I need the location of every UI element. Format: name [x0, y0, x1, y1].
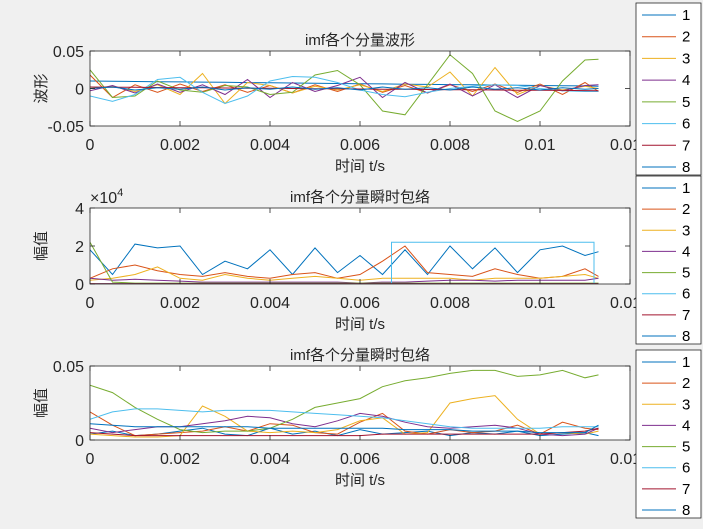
legend-label: 3 [682, 222, 690, 239]
legend-label: 3 [682, 50, 690, 67]
subplot-1: 0 0.002 0.004 0.006 0.008 0.01 0.012-0.0500.05… [33, 2, 702, 176]
series-group [90, 54, 599, 123]
x-tick-label: 0 [86, 451, 95, 468]
x-tick-label: 0.004 [250, 295, 290, 312]
y-tick-label: 0 [75, 433, 84, 450]
legend[interactable]: 1 2 3 4 5 6 7 8 [635, 2, 702, 176]
x-axis-label: 时间 t/s [335, 316, 385, 333]
legend-label: 4 [682, 243, 690, 260]
legend-box [635, 175, 702, 345]
x-tick-label: 0.002 [160, 137, 200, 154]
series-line-5 [90, 54, 599, 123]
x-tick-label: 0.004 [250, 137, 290, 154]
x-tick-label: 0.01 [524, 295, 555, 312]
y-exponent-power: 4 [117, 187, 123, 199]
x-tick-label: 0.008 [430, 451, 470, 468]
chart-title: imf各个分量波形 [305, 32, 415, 49]
y-tick-label: -0.05 [48, 119, 85, 136]
x-tick-label: 0.004 [250, 451, 290, 468]
legend-label: 7 [682, 481, 690, 498]
y-tick-label: 0 [75, 82, 84, 99]
series-line-3 [90, 66, 599, 105]
series-line-2 [90, 245, 599, 279]
legend-label: 8 [682, 159, 690, 176]
x-axis-label: 时间 t/s [335, 472, 385, 489]
x-axis-label: 时间 t/s [335, 158, 385, 175]
x-tick-label: 0.008 [430, 137, 470, 154]
legend-label: 8 [682, 502, 690, 519]
x-tick-label: 0.008 [430, 295, 470, 312]
x-tick-label: 0.002 [160, 451, 200, 468]
legend-label: 7 [682, 307, 690, 324]
legend-box [635, 2, 702, 176]
y-tick-label: 4 [75, 201, 84, 218]
x-tick-label: 0.002 [160, 295, 200, 312]
y-axis-label: 幅值 [33, 231, 50, 261]
x-tick-label: 0 [86, 137, 95, 154]
series-line-7 [90, 427, 599, 437]
x-tick-label: 0.006 [340, 451, 380, 468]
series-line-8 [90, 423, 599, 434]
series-line-4 [90, 76, 599, 99]
legend-label: 1 [682, 180, 690, 197]
chart-title: imf各个分量瞬时包络 [290, 347, 430, 364]
legend-label: 3 [682, 396, 690, 413]
series-line-5 [90, 369, 599, 434]
y-exponent-base: ×10 [90, 190, 117, 207]
plot-area [90, 366, 630, 440]
legend-label: 7 [682, 137, 690, 154]
legend-label: 5 [682, 439, 690, 456]
legend[interactable]: 1 2 3 4 5 6 7 8 [635, 349, 702, 519]
y-tick-label: 0.05 [53, 44, 84, 61]
y-tick-label: 0 [75, 277, 84, 294]
series-group [90, 369, 599, 438]
legend[interactable]: 1 2 3 4 5 6 7 8 [635, 175, 702, 345]
legend-label: 2 [682, 29, 690, 46]
x-tick-label: 0 [86, 295, 95, 312]
legend-label: 4 [682, 72, 690, 89]
legend-label: 4 [682, 417, 690, 434]
y-axis-label: 波形 [33, 73, 50, 103]
legend-label: 2 [682, 201, 690, 218]
y-tick-label: 0.05 [53, 359, 84, 376]
x-tick-label: 0.006 [340, 137, 380, 154]
legend-label: 6 [682, 116, 690, 133]
x-tick-label: 0.01 [524, 137, 555, 154]
x-tick-label: 0.01 [524, 451, 555, 468]
x-tick-label: 0.006 [340, 295, 380, 312]
subplot-3: 0 0.002 0.004 0.006 0.008 0.01 0.01200.05imf各个… [33, 347, 702, 519]
y-axis-label: 幅值 [33, 388, 50, 418]
legend-label: 8 [682, 328, 690, 345]
legend-label: 6 [682, 286, 690, 303]
series-line-6 [90, 75, 599, 105]
legend-label: 2 [682, 375, 690, 392]
chart-title: imf各个分量瞬时包络 [290, 189, 430, 206]
series-line-8 [90, 86, 599, 91]
legend-label: 1 [682, 354, 690, 371]
legend-label: 5 [682, 94, 690, 111]
y-tick-label: 2 [75, 239, 84, 256]
legend-box [635, 349, 702, 519]
series-line-1 [90, 80, 599, 87]
legend-label: 1 [682, 7, 690, 24]
series-line-3 [90, 266, 599, 281]
legend-label: 6 [682, 460, 690, 477]
series-line-6 [90, 408, 599, 429]
series-line-6 [90, 241, 599, 284]
y-exponent-label: ×104 [90, 187, 123, 207]
series-line-1 [90, 243, 599, 276]
legend-label: 5 [682, 265, 690, 282]
